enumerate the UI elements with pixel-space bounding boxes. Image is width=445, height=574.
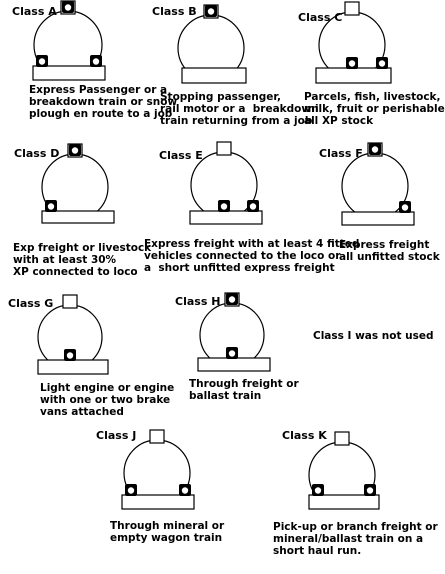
class-e-lamp-right-icon-lens [249,203,257,210]
class-e-chimney [216,141,232,156]
class-k-title: Class K [282,429,327,442]
class-a-description: Express Passenger or a breakdown train o… [29,84,178,120]
class-k-lamp-left-icon-lens [314,487,322,494]
class-d-buffer-beam [41,210,115,224]
class-h-buffer-beam [197,357,271,372]
class-g-description: Light engine or engine with one or two b… [40,382,175,418]
class-e-title: Class E [159,149,203,162]
class-a-buffer-beam [32,65,106,81]
class-f-buffer-beam [341,211,415,226]
class-g-buffer-beam [37,359,109,375]
class-h-lamp-center-icon-lens [228,350,236,357]
class-k-description: Pick-up or branch freight or mineral/bal… [273,521,438,557]
class-c-lamp-center-icon-lens [348,60,356,67]
class-f-lamp-top-icon-lens [371,146,379,153]
class-i-note: Class I was not used [313,330,434,342]
class-c-chimney [344,1,360,16]
class-h-title: Class H [175,295,221,308]
class-g-title: Class G [8,297,54,310]
class-f-lamp-right-icon-lens [401,204,409,211]
class-a-lamp-right-icon-lens [92,58,100,65]
class-b-lamp-top-icon-lens [207,8,215,15]
class-d-lamp-left-icon-lens [47,203,55,210]
class-h-description: Through freight or ballast train [189,378,299,402]
class-b-title: Class B [152,5,197,18]
class-a-lamp-top-icon-lens [64,4,72,11]
class-j-lamp-right-icon-lens [181,487,189,494]
class-b-description: Stopping passenger, rail motor or a brea… [160,91,319,127]
class-d-lamp-top-icon-lens [71,147,79,154]
class-h-lamp-top-icon-lens [228,296,236,303]
class-k-lamp-right-icon-lens [366,487,374,494]
class-j-chimney [149,429,165,444]
class-c-title: Class C [298,11,343,24]
class-e-buffer-beam [189,210,263,225]
class-f-boiler [341,152,409,220]
class-j-lamp-left-icon-lens [127,487,135,494]
class-j-title: Class J [96,429,137,442]
class-f-description: Express freight all unfitted stock [339,239,440,263]
class-e-description: Express freight with at least 4 fitted v… [144,238,360,274]
class-a-title: Class A [12,5,57,18]
class-k-chimney [334,431,350,446]
class-d-description: Exp freight or livestock with at least 3… [13,242,152,278]
class-c-buffer-beam [315,67,392,84]
class-k-buffer-beam [308,494,380,510]
class-d-title: Class D [14,147,60,160]
class-j-description: Through mineral or empty wagon train [110,520,225,544]
class-e-lamp-center-icon-lens [220,203,228,210]
class-f-title: Class F [319,147,363,160]
class-a-lamp-left-icon-lens [38,58,46,65]
class-j-buffer-beam [121,494,195,510]
class-g-lamp-center-icon-lens [66,352,74,359]
class-c-description: Parcels, fish, livestock, milk, fruit or… [304,91,445,127]
class-b-buffer-beam [181,67,247,84]
class-c-lamp-right-icon-lens [378,60,386,67]
class-g-chimney [62,294,78,309]
